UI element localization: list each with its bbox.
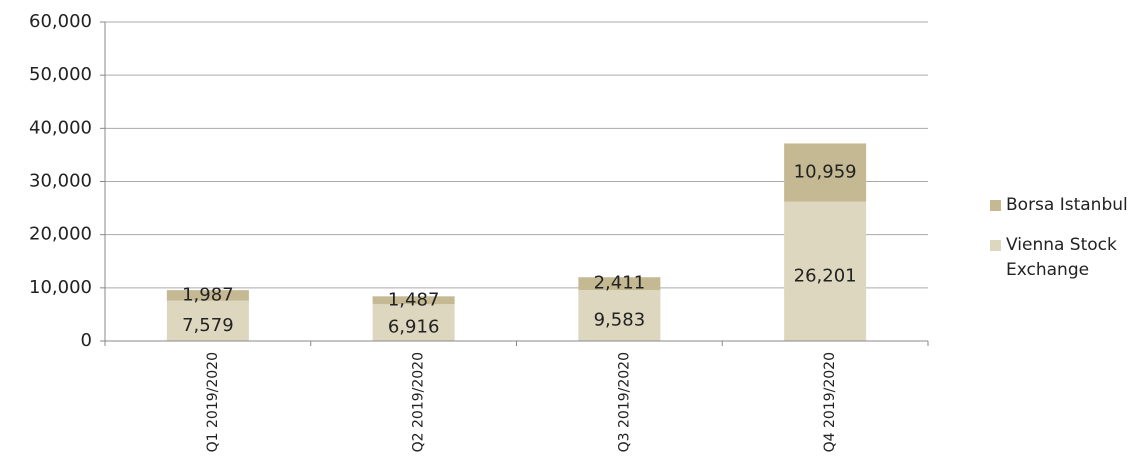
y-tick-label: 30,000 (29, 171, 92, 192)
x-tick-label: Q3 2019/2020 (616, 352, 632, 452)
y-tick-label: 0 (81, 330, 92, 351)
data-label: 9,583 (594, 310, 646, 331)
legend-label: Vienna Stock Exchange (1006, 235, 1117, 280)
bar-segment (784, 143, 867, 202)
legend-swatch (990, 240, 1001, 251)
y-tick-label: 20,000 (29, 224, 92, 245)
bar-segment (578, 277, 661, 291)
data-label: 7,579 (182, 315, 234, 336)
bar-segment (578, 290, 661, 341)
bar-segment (372, 296, 455, 305)
data-label: 2,411 (594, 273, 646, 294)
data-label: 10,959 (794, 162, 857, 183)
y-tick-label: 50,000 (29, 64, 92, 85)
data-label: 1,487 (388, 289, 440, 310)
data-label: 6,916 (388, 317, 440, 338)
bar-segment (166, 290, 249, 301)
x-tick-label: Q1 2019/2020 (205, 352, 221, 452)
y-tick-label: 60,000 (29, 11, 92, 32)
bar-segment (784, 201, 867, 341)
legend-label: Borsa Istanbul (1006, 195, 1128, 215)
bar-segment (166, 300, 249, 341)
y-tick-label: 40,000 (29, 117, 92, 138)
y-tick-label: 10,000 (29, 277, 92, 298)
x-tick-label: Q2 2019/2020 (411, 352, 427, 452)
x-tick-label: Q4 2019/2020 (822, 352, 838, 452)
data-label: 1,987 (182, 284, 234, 305)
data-label: 26,201 (794, 265, 857, 286)
bar-segment (372, 304, 455, 341)
legend-swatch (990, 200, 1001, 211)
